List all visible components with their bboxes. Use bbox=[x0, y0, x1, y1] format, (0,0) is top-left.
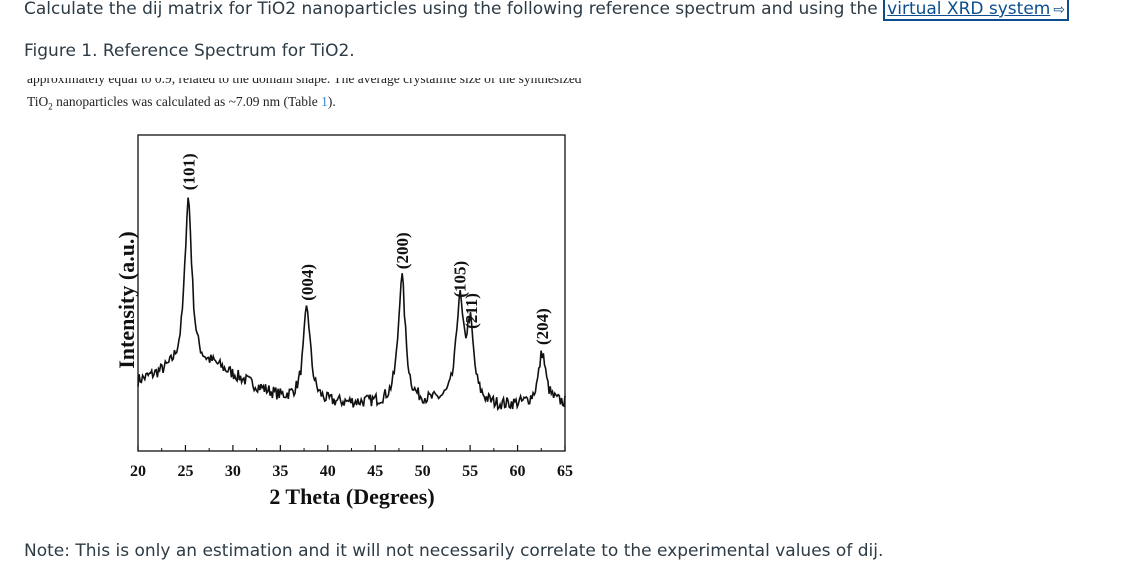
x-tick-label: 25 bbox=[177, 463, 193, 480]
p2b: nanoparticles was calculated as ~7.09 nm… bbox=[52, 94, 322, 109]
peak-label: (211) bbox=[462, 293, 481, 329]
table-ref-link[interactable]: 1 bbox=[321, 94, 328, 109]
x-tick-label: 50 bbox=[415, 463, 431, 480]
peak-label: (204) bbox=[533, 308, 552, 345]
peak-label: (200) bbox=[393, 232, 412, 269]
x-tick-label: 40 bbox=[320, 463, 336, 480]
x-tick-label: 20 bbox=[130, 463, 146, 480]
x-tick-label: 45 bbox=[367, 463, 383, 480]
x-axis-label: 2 Theta (Degrees) bbox=[269, 484, 434, 509]
figure-caption: Figure 1. Reference Spectrum for TiO2. bbox=[24, 41, 355, 61]
paper-line1-text: approximately equal to 0.9, related to t… bbox=[27, 78, 582, 86]
peak-label: (105) bbox=[451, 261, 470, 298]
note-text: Note: This is only an estimation and it … bbox=[24, 541, 884, 561]
x-tick-label: 30 bbox=[225, 463, 241, 480]
p2sub: 2 bbox=[48, 101, 53, 112]
p2a: TiO bbox=[27, 94, 49, 109]
external-link-icon: ⇨ bbox=[1053, 2, 1066, 18]
paper-excerpt-line1: approximately equal to 0.9, related to t… bbox=[27, 78, 582, 88]
y-axis-label: Intensity (a.u.) bbox=[114, 231, 139, 369]
p2c: ). bbox=[327, 94, 336, 109]
plot-frame bbox=[137, 134, 566, 452]
x-tick-label: 65 bbox=[557, 463, 573, 480]
peak-label: (004) bbox=[298, 264, 317, 301]
question-body: Calculate the dij matrix for TiO2 nanopa… bbox=[24, 0, 884, 19]
peak-label: (101) bbox=[179, 153, 198, 190]
x-tick-label: 55 bbox=[462, 463, 478, 480]
xrd-series-line bbox=[137, 197, 566, 412]
virtual-xrd-link[interactable]: virtual XRD system ⇨ bbox=[883, 0, 1070, 21]
paper-excerpt-line2: TiO2 nanoparticles was calculated as ~7.… bbox=[27, 94, 336, 112]
x-tick-label: 35 bbox=[272, 463, 288, 480]
question-text: Calculate the dij matrix for TiO2 nanopa… bbox=[24, 0, 1070, 21]
link-label: virtual XRD system bbox=[887, 0, 1051, 19]
x-tick-label: 60 bbox=[510, 463, 526, 480]
